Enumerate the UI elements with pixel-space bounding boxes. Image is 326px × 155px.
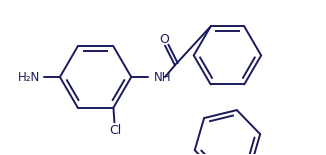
Text: O: O [159,33,169,46]
Text: Cl: Cl [109,124,122,137]
Text: NH: NH [154,71,171,84]
Text: H₂N: H₂N [18,71,40,84]
